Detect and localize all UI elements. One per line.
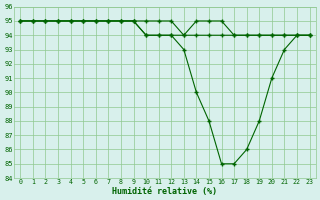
X-axis label: Humidité relative (%): Humidité relative (%) — [112, 187, 218, 196]
